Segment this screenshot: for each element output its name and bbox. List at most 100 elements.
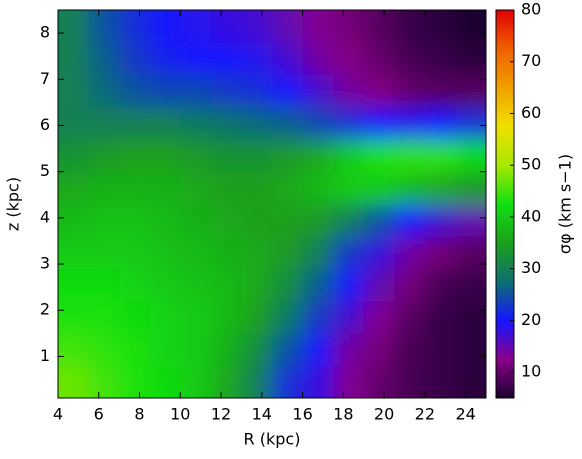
- heatmap-cell: [119, 10, 151, 43]
- heatmap-cell: [424, 301, 456, 334]
- heatmap-cell: [58, 171, 90, 205]
- heatmap-cell: [394, 139, 426, 173]
- colorbar-tick-label: 10: [521, 362, 541, 381]
- heatmap-cell: [272, 139, 304, 173]
- heatmap-cell: [149, 74, 181, 108]
- heatmap-cell: [302, 333, 334, 367]
- heatmap-cell: [180, 42, 212, 76]
- heatmap-cell: [424, 171, 456, 205]
- heatmap-cell: [241, 139, 273, 173]
- heatmap-cell: [455, 74, 486, 108]
- heatmap-cell: [210, 171, 242, 205]
- heatmap-cell: [363, 365, 395, 398]
- heatmap-cell: [241, 236, 273, 270]
- heatmap-cell: [210, 268, 242, 302]
- heatmap-cell: [149, 204, 181, 237]
- x-tick-label: 10: [170, 405, 190, 424]
- heatmap-cell: [58, 42, 90, 76]
- heatmap-cell: [424, 10, 456, 43]
- heatmap-cell: [119, 171, 151, 205]
- heatmap-cell: [241, 107, 273, 140]
- heatmap-cell: [210, 365, 242, 398]
- heatmap-cell: [363, 10, 395, 43]
- heatmap-cell: [88, 74, 120, 108]
- x-tick-label: 4: [53, 405, 63, 424]
- heatmap-cell: [241, 301, 273, 334]
- heatmap-cell: [302, 204, 334, 237]
- heatmap-cell: [210, 10, 242, 43]
- heatmap-cell: [88, 204, 120, 237]
- colorbar-tick-label: 70: [521, 51, 541, 70]
- heatmap-cell: [88, 333, 120, 367]
- x-tick-label: 6: [94, 405, 104, 424]
- heatmap-cell: [149, 268, 181, 302]
- heatmap-cell: [333, 107, 365, 140]
- x-tick-label: 12: [211, 405, 231, 424]
- heatmap-cell: [180, 301, 212, 334]
- heatmap-cell: [302, 74, 334, 108]
- heatmap-cell: [88, 139, 120, 173]
- colorbar-tick-label: 50: [521, 155, 541, 174]
- y-tick-label: 5: [40, 161, 50, 180]
- heatmap-cell: [272, 268, 304, 302]
- heatmap-cell: [455, 10, 486, 43]
- x-tick-label: 16: [292, 405, 312, 424]
- heatmap-cell: [180, 204, 212, 237]
- x-axis-label: R (kpc): [244, 430, 301, 449]
- heatmap-cell: [119, 74, 151, 108]
- heatmap-cell: [180, 10, 212, 43]
- x-tick-label: 20: [374, 405, 394, 424]
- heatmap: [58, 10, 486, 398]
- heatmap-cell: [149, 236, 181, 270]
- heatmap-cell: [302, 236, 334, 270]
- heatmap-cell: [88, 301, 120, 334]
- heatmap-cell: [302, 139, 334, 173]
- heatmap-cell: [272, 171, 304, 205]
- heatmap-cell: [302, 171, 334, 205]
- heatmap-cell: [58, 139, 90, 173]
- heatmap-cell: [394, 333, 426, 367]
- heatmap-cell: [394, 301, 426, 334]
- heatmap-cell: [149, 301, 181, 334]
- heatmap-cell: [455, 268, 486, 302]
- heatmap-cell: [272, 204, 304, 237]
- heatmap-cell: [333, 268, 365, 302]
- heatmap-cell: [272, 365, 304, 398]
- colorbar-tick-label: 80: [521, 0, 541, 19]
- heatmap-cell: [424, 268, 456, 302]
- heatmap-cell: [180, 107, 212, 140]
- heatmap-cell: [119, 139, 151, 173]
- heatmap-cell: [394, 171, 426, 205]
- heatmap-cell: [241, 365, 273, 398]
- heatmap-cell: [149, 333, 181, 367]
- heatmap-cell: [241, 171, 273, 205]
- heatmap-cell: [58, 107, 90, 140]
- heatmap-cell: [180, 236, 212, 270]
- heatmap-cell: [149, 107, 181, 140]
- y-tick-label: 3: [40, 254, 50, 273]
- heatmap-cell: [272, 333, 304, 367]
- heatmap-cell: [363, 42, 395, 76]
- heatmap-cell: [180, 268, 212, 302]
- heatmap-cell: [455, 204, 486, 237]
- heatmap-cell: [455, 42, 486, 76]
- heatmap-cell: [210, 333, 242, 367]
- heatmap-cell: [88, 236, 120, 270]
- heatmap-cell: [302, 301, 334, 334]
- heatmap-cell: [302, 42, 334, 76]
- heatmap-cell: [241, 10, 273, 43]
- heatmap-cell: [424, 333, 456, 367]
- heatmap-cell: [58, 301, 90, 334]
- heatmap-cell: [88, 107, 120, 140]
- heatmap-cell: [363, 333, 395, 367]
- heatmap-cell: [302, 10, 334, 43]
- heatmap-cell: [149, 139, 181, 173]
- x-tick-label: 24: [455, 405, 475, 424]
- heatmap-cell: [88, 365, 120, 398]
- colorbar-label: σφ (km s−1): [556, 154, 575, 254]
- heatmap-cell: [363, 204, 395, 237]
- heatmap-cell: [272, 236, 304, 270]
- y-tick-label: 8: [40, 23, 50, 42]
- heatmap-cell: [333, 333, 365, 367]
